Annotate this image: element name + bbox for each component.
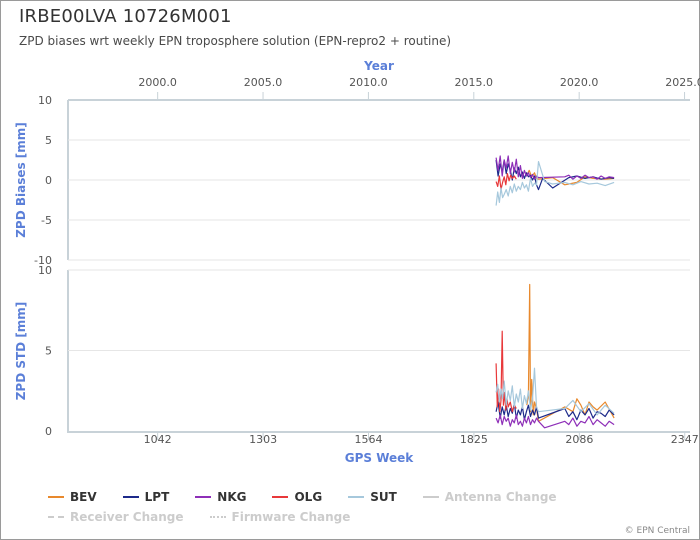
x-tick-label: 1564	[354, 433, 382, 446]
series-line-sut-panel-1	[495, 161, 615, 206]
y-tick-label: -5	[41, 214, 52, 227]
y-tick-label: 0	[45, 174, 52, 187]
y-tick-label: 5	[45, 345, 52, 358]
legend-label: NKG	[217, 490, 247, 504]
top-axis-tick-label: 2010.0	[349, 76, 388, 89]
x-tick-label: 2086	[565, 433, 593, 446]
legend-item-bev[interactable]: BEV	[40, 488, 105, 506]
legend-label: OLG	[294, 490, 323, 504]
legend-swatch-icon	[272, 496, 289, 498]
legend-swatch-icon	[422, 496, 439, 498]
legend-item-nkg[interactable]: NKG	[187, 488, 254, 506]
legend-label: Firmware Change	[231, 510, 351, 524]
legend-item-lpt[interactable]: LPT	[115, 488, 178, 506]
legend-swatch-icon	[209, 516, 226, 518]
legend-label: Receiver Change	[70, 510, 184, 524]
x-tick-label: 1303	[249, 433, 277, 446]
series-line-sut-panel-2	[495, 367, 615, 416]
legend-label: LPT	[144, 490, 170, 504]
legend-swatch-icon	[48, 496, 64, 498]
y-axis-title: ZPD Biases [mm]	[14, 122, 28, 238]
legend-item-receiver-change[interactable]: Receiver Change	[40, 508, 192, 526]
top-axis-tick-label: 2025.0	[665, 76, 700, 89]
credit-text[interactable]: © EPN Central	[624, 526, 690, 536]
top-axis-title: Year	[363, 59, 394, 73]
legend-label: BEV	[70, 490, 97, 504]
series-line-olg-panel-1	[495, 173, 517, 191]
y-tick-label: 10	[38, 94, 52, 107]
chart-legend: BEV LPT NKG OLG SUT Antenna Change Receiver Ch…	[40, 488, 690, 526]
legend-label: Antenna Change	[444, 490, 557, 504]
y-tick-label: -10	[34, 254, 52, 267]
legend-item-sut[interactable]: SUT	[340, 488, 405, 506]
legend-item-olg[interactable]: OLG	[264, 488, 330, 506]
legend-swatch-icon	[48, 516, 64, 518]
top-axis-tick-label: 2020.0	[560, 76, 599, 89]
series-line-nkg-panel-2	[495, 414, 615, 429]
chart-subtitle: ZPD biases wrt weekly EPN troposphere so…	[19, 34, 452, 48]
legend-swatch-icon	[348, 496, 365, 498]
y-axis-title: ZPD STD [mm]	[14, 302, 28, 401]
y-tick-label: 10	[38, 264, 52, 277]
y-tick-label: 5	[45, 134, 52, 147]
x-axis-title: GPS Week	[345, 451, 415, 465]
y-tick-label: 0	[45, 425, 52, 438]
legend-label: SUT	[370, 490, 397, 504]
legend-item-firmware-change[interactable]: Firmware Change	[202, 508, 359, 526]
series-line-lpt-panel-2	[495, 401, 615, 421]
x-tick-label: 1042	[144, 433, 172, 446]
chart-title: IRBE00LVA 10726M001	[19, 6, 232, 27]
legend-swatch-icon	[195, 496, 212, 498]
series-line-bev-panel-1	[526, 169, 615, 186]
legend-item-antenna-change[interactable]: Antenna Change	[415, 488, 565, 506]
x-tick-label: 2347	[671, 433, 699, 446]
top-axis-tick-label: 2000.0	[138, 76, 177, 89]
x-tick-label: 1825	[460, 433, 488, 446]
series-line-nkg-panel-1	[495, 155, 615, 180]
legend-swatch-icon	[122, 496, 139, 498]
top-axis-tick-label: 2005.0	[244, 76, 283, 89]
top-axis-tick-label: 2015.0	[455, 76, 494, 89]
series-line-bev-panel-2	[526, 283, 615, 422]
